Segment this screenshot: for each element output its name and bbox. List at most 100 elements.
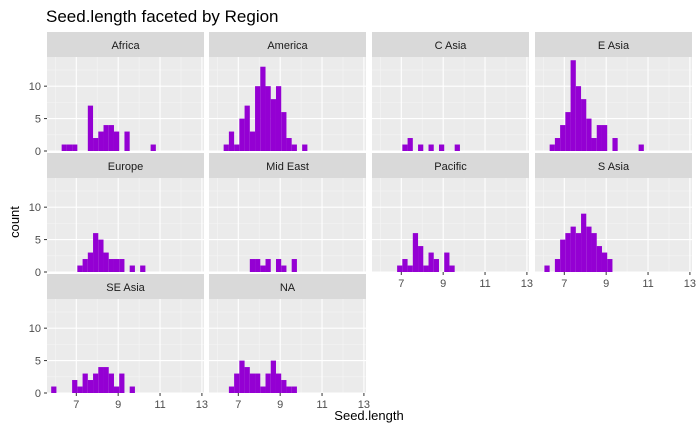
histogram-bar (275, 259, 282, 272)
histogram-bar (449, 265, 455, 272)
histogram-bar (402, 259, 408, 272)
histogram-bar (61, 144, 67, 151)
histogram-bar (412, 233, 419, 272)
facet-plot-background (372, 57, 529, 151)
histogram-bar (601, 125, 608, 151)
histogram-bar (286, 138, 292, 151)
x-tick-label: 11 (479, 278, 490, 290)
x-tick-label: 7 (73, 399, 79, 411)
y-axis-title: count (7, 206, 22, 238)
y-tick-label: 10 (29, 323, 41, 335)
histogram-bar (586, 226, 592, 272)
histogram-bar (418, 144, 424, 151)
histogram-bar (108, 125, 114, 151)
x-tick-label: 13 (196, 399, 208, 411)
y-tick-label: 0 (35, 388, 41, 400)
histogram-bar (402, 144, 408, 151)
histogram-bar (103, 252, 109, 272)
x-tick-label: 11 (154, 399, 165, 411)
facet-strip (209, 153, 366, 178)
histogram-bar (119, 373, 125, 393)
histogram-bar (570, 226, 576, 272)
histogram-bar (575, 86, 582, 151)
facet-plot-background (47, 178, 204, 272)
histogram-bar (239, 360, 245, 393)
histogram-bar (87, 105, 94, 151)
facet-panel-mid-east: Mid East (209, 153, 366, 273)
histogram-bar (66, 144, 73, 151)
histogram-bar (586, 118, 592, 151)
histogram-bar (93, 138, 99, 151)
histogram-bar (223, 144, 229, 151)
histogram-bar (77, 265, 83, 272)
facet-plot-background (209, 178, 366, 272)
x-tick-label: 9 (115, 399, 121, 411)
facet-strip-label: Pacific (434, 161, 467, 173)
histogram-bar (560, 125, 566, 151)
histogram-bar (239, 118, 245, 151)
x-tick-label: 11 (642, 278, 653, 290)
histogram-bar (281, 380, 287, 393)
histogram-bar (575, 233, 582, 272)
histogram-bar (228, 386, 235, 393)
x-tick-label: 7 (398, 278, 404, 290)
x-axis-title: Seed.length (334, 408, 403, 423)
histogram-bar (407, 138, 413, 151)
histogram-bar (244, 367, 250, 393)
histogram-bar (77, 386, 83, 393)
histogram-bar (438, 144, 445, 151)
facet-strip-label: SE Asia (106, 282, 145, 294)
histogram-bar (433, 259, 439, 272)
facet-strip (535, 153, 692, 178)
histogram-bar (591, 138, 597, 151)
histogram-bar (244, 105, 250, 151)
facet-plot-background (535, 57, 692, 151)
y-tick-label: 0 (35, 146, 41, 158)
y-tick-label: 10 (29, 202, 41, 214)
histogram-bar (428, 252, 434, 272)
histogram-bar (260, 66, 266, 151)
facet-panel-europe: Europe 0 5 10 (29, 153, 204, 279)
facet-strip (47, 153, 204, 178)
histogram-bar (554, 138, 561, 151)
histogram-bar (228, 131, 235, 151)
histogram-bar (98, 239, 104, 272)
histogram-bar (428, 144, 434, 151)
histogram-bar (291, 386, 297, 393)
facet-plot-background (47, 299, 204, 393)
chart-title: Seed.length faceted by Region (46, 7, 279, 26)
histogram-bar (281, 112, 287, 151)
histogram-bar (249, 131, 256, 151)
histogram-bar (581, 213, 587, 272)
facet-strip-label: Africa (111, 40, 140, 52)
facet-plot-background (209, 57, 366, 151)
histogram-bar (565, 112, 571, 151)
histogram-bar (265, 86, 271, 151)
histogram-bar (140, 265, 146, 272)
histogram-bar (596, 246, 602, 272)
histogram-bar (281, 265, 287, 272)
histogram-bar (113, 259, 120, 272)
facet-plot-background (372, 178, 529, 272)
histogram-bar (397, 265, 403, 272)
y-tick-label: 5 (35, 114, 41, 126)
facet-strip-label: Europe (108, 161, 143, 173)
y-tick-label: 0 (35, 267, 41, 279)
histogram-bar (270, 360, 276, 393)
histogram-bar (270, 99, 276, 151)
histogram-bar (255, 86, 261, 151)
histogram-bar (638, 144, 644, 151)
histogram-bar (407, 265, 413, 272)
histogram-bar (98, 131, 104, 151)
x-tick-label: 13 (521, 278, 533, 290)
facet-strip (535, 32, 692, 57)
histogram-bar (129, 265, 135, 272)
histogram-bar (291, 259, 297, 272)
facets-layer: Africa 0 5 10 America C Asia E Asia Europe 0 5 10 M… (29, 32, 696, 411)
facet-strip-label: E Asia (598, 40, 630, 52)
facet-panel-pacific: Pacific 7 9 11 13 (372, 153, 533, 290)
x-tick-label: 11 (316, 399, 327, 411)
facet-plot-background (535, 178, 692, 272)
y-tick-label: 10 (29, 81, 41, 93)
y-tick-label: 5 (35, 356, 41, 368)
